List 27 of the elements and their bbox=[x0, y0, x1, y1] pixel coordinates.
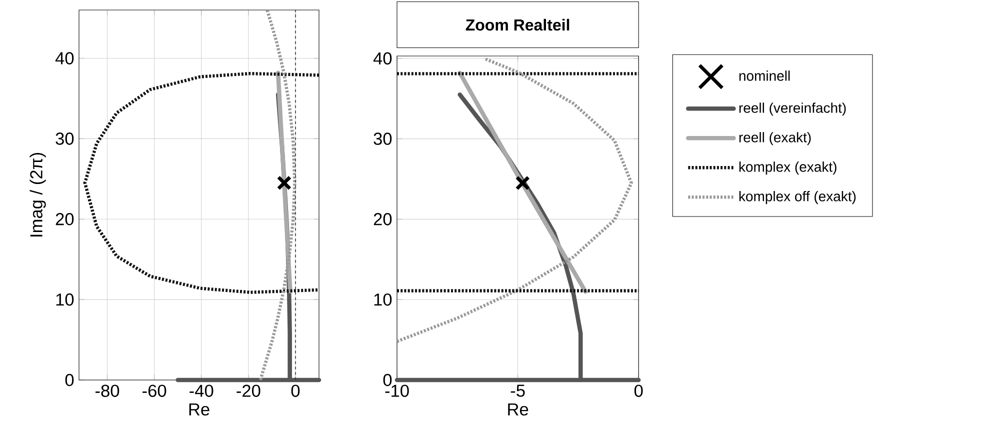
y-tick-label: 0 bbox=[383, 374, 392, 386]
x-tick-label: -40 bbox=[190, 384, 214, 397]
y-tick-label: 30 bbox=[374, 132, 392, 145]
x-tick-label: -5 bbox=[510, 384, 525, 397]
chart-title: Zoom Realteil bbox=[466, 18, 570, 31]
x-tick-label: 0 bbox=[291, 384, 300, 397]
y-tick-label: 0 bbox=[65, 374, 74, 386]
y-tick-label: 10 bbox=[56, 293, 74, 306]
y-tick-label: 10 bbox=[374, 293, 392, 306]
x-tick-label: -80 bbox=[95, 384, 120, 397]
y-tick-label: 20 bbox=[374, 213, 392, 226]
y-axis-title: Imag / (2π) bbox=[30, 153, 46, 236]
legend-label: komplex off (exakt) bbox=[739, 191, 856, 204]
x-tick-label: -60 bbox=[142, 384, 166, 397]
y-tick-label: 40 bbox=[55, 52, 74, 64]
y-tick-label: 30 bbox=[56, 132, 74, 145]
legend-label: komplex (exakt) bbox=[739, 162, 836, 175]
legend-label: reell (exakt) bbox=[739, 132, 811, 146]
legend-label: reell (vereinfacht) bbox=[739, 102, 846, 116]
x-tick-label: -20 bbox=[236, 384, 260, 397]
y-tick-label: 40 bbox=[373, 52, 392, 65]
x-tick-label: 0 bbox=[634, 384, 643, 397]
y-tick-label: 20 bbox=[56, 212, 74, 226]
x-tick-label: -10 bbox=[385, 384, 409, 397]
legend-label: nominell bbox=[739, 70, 790, 81]
x-axis-title: Re bbox=[189, 403, 210, 416]
x-axis-title: Re bbox=[508, 403, 528, 416]
